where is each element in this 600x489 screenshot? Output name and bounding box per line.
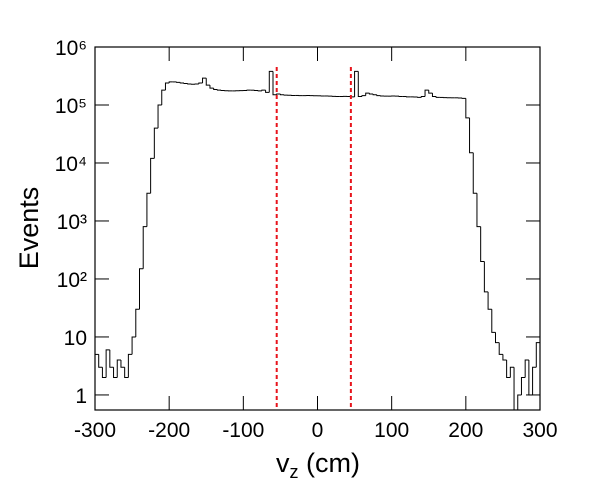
histogram-bin xyxy=(424,89,429,97)
histogram-bin xyxy=(528,360,533,396)
histogram-bin xyxy=(131,336,136,355)
histogram-bin xyxy=(198,82,203,85)
histogram-bin xyxy=(146,192,151,227)
histogram-bin xyxy=(101,367,107,378)
histogram-bin xyxy=(205,78,210,86)
x-label-base: v xyxy=(276,448,290,478)
x-tick-label: 100 xyxy=(374,419,409,442)
histogram-bin xyxy=(357,71,362,98)
y-tick-label: 1 xyxy=(75,385,87,408)
histogram-bin xyxy=(261,89,266,91)
x-label-subscript: z xyxy=(290,462,299,482)
histogram-bin xyxy=(98,354,103,368)
histogram-bin xyxy=(435,96,440,98)
histogram-bin xyxy=(216,89,222,91)
histogram-bin xyxy=(161,89,166,105)
histogram-bin xyxy=(506,360,511,378)
histogram-bin xyxy=(120,360,125,368)
x-tick-label: 200 xyxy=(448,419,483,442)
histogram-bin xyxy=(476,193,481,228)
histogram-bin xyxy=(213,88,218,90)
histogram-bin xyxy=(127,353,133,378)
histogram-bin xyxy=(279,93,285,96)
y-tick-label: 10⁶ xyxy=(55,37,87,60)
histogram-bin xyxy=(354,70,359,97)
histogram-bin xyxy=(465,98,470,119)
x-axis-title: vz (cm) xyxy=(276,448,360,482)
histogram-bin xyxy=(179,82,184,84)
histogram-bin xyxy=(202,77,207,83)
x-tick-label: -100 xyxy=(222,419,264,442)
x-label-unit: (cm) xyxy=(299,448,360,478)
histogram-bin xyxy=(265,90,270,93)
histogram-bin xyxy=(368,93,374,95)
histogram-bin xyxy=(365,92,370,96)
histogram-bin xyxy=(431,93,437,98)
x-tick-label: -300 xyxy=(74,419,116,442)
histogram-bin xyxy=(372,93,377,96)
histogram-bin xyxy=(469,117,474,154)
histogram-bin xyxy=(483,261,489,293)
histogram-bin xyxy=(420,96,426,98)
histogram-bin xyxy=(517,394,522,410)
histogram-bin xyxy=(487,291,492,310)
histogram-bin xyxy=(109,349,114,368)
histogram-bin xyxy=(524,359,529,378)
histogram-bin xyxy=(480,226,485,263)
histogram-bin xyxy=(428,90,433,94)
y-tick-label: 10³ xyxy=(57,211,87,234)
histogram-bin xyxy=(139,268,144,310)
histogram-bin xyxy=(535,342,540,368)
histogram-bin xyxy=(472,152,477,194)
histogram-bin xyxy=(150,157,155,194)
histogram-bin xyxy=(532,366,537,395)
x-tick-label: 300 xyxy=(522,419,557,442)
histogram-bin xyxy=(105,349,110,378)
histogram-bin xyxy=(491,309,496,333)
histogram-bin xyxy=(113,367,118,378)
y-axis-title: Events xyxy=(14,187,44,270)
histogram-bin xyxy=(153,127,159,159)
histogram-bin xyxy=(509,366,515,378)
histogram-bin xyxy=(376,94,381,97)
histogram-bin xyxy=(498,342,503,355)
y-tick-label: 10⁵ xyxy=(55,95,87,118)
histogram-bin xyxy=(157,104,162,129)
histogram-bin xyxy=(513,367,518,411)
y-tick-label: 10² xyxy=(57,269,87,292)
histogram-bin xyxy=(276,93,281,95)
histogram-bin xyxy=(361,95,366,97)
histogram-bin xyxy=(272,71,277,96)
x-tick-label: -200 xyxy=(148,419,190,442)
y-tick-label: 10⁴ xyxy=(55,153,87,176)
histogram-bin xyxy=(168,81,173,83)
histogram-bin xyxy=(209,85,214,89)
histogram-bin xyxy=(176,81,181,83)
histogram-bin xyxy=(135,308,140,337)
histogram-bin xyxy=(116,359,121,378)
histogram-bin xyxy=(502,354,507,361)
histogram-bin xyxy=(268,70,273,93)
histogram-bin xyxy=(495,332,500,344)
histogram-bin xyxy=(187,83,192,85)
y-tick-label: 10 xyxy=(64,327,87,350)
x-tick-label: 0 xyxy=(312,419,324,442)
histogram-bin xyxy=(183,82,188,84)
histogram-bin xyxy=(520,376,526,395)
histogram-bin xyxy=(124,367,129,378)
histogram-bin xyxy=(164,82,170,91)
histogram-bin xyxy=(142,226,147,269)
